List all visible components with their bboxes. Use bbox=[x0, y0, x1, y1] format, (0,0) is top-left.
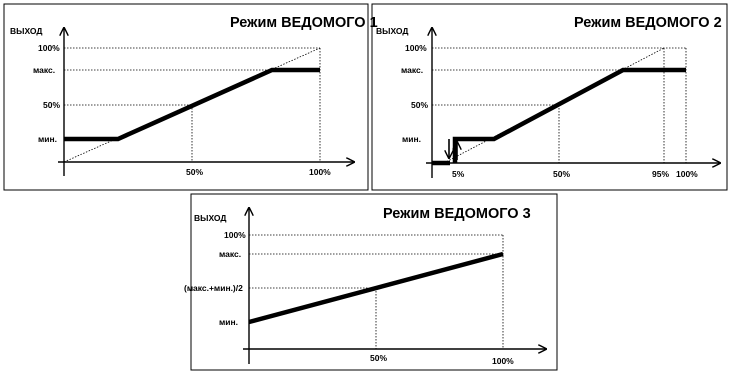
y-tick-min: мин. bbox=[38, 134, 57, 144]
output-curve bbox=[248, 251, 504, 325]
guide-lines bbox=[63, 47, 321, 163]
y-tick-min: мин. bbox=[219, 317, 238, 327]
y-tick-100: 100% bbox=[224, 230, 246, 240]
guide-lines bbox=[249, 234, 504, 349]
panel-title: Режим ВЕДОМОГО 1 bbox=[230, 15, 378, 31]
x-tick-50: 50% bbox=[370, 353, 387, 363]
panel-title: Режим ВЕДОМОГО 2 bbox=[574, 15, 722, 31]
panel-slave-mode-1: Режим ВЕДОМОГО 1 ВЫХОД 100% макс. 50% ми… bbox=[3, 3, 378, 191]
panel-title: Режим ВЕДОМОГО 3 bbox=[383, 206, 531, 222]
y-axis-label: ВЫХОД bbox=[194, 213, 226, 223]
y-tick-max: макс. bbox=[33, 65, 55, 75]
y-tick-mid: (макс.+мин.)/2 bbox=[184, 283, 243, 293]
y-tick-50: 50% bbox=[411, 100, 428, 110]
panel-frame bbox=[3, 3, 369, 191]
panel-frame bbox=[371, 3, 728, 191]
panel-slave-mode-2: Режим ВЕДОМОГО 2 ВЫХОД 100% макс. 50% ми… bbox=[371, 3, 728, 191]
panel-frame bbox=[190, 193, 558, 371]
y-tick-50: 50% bbox=[43, 100, 60, 110]
output-curve bbox=[452, 67, 686, 163]
panel-slave-mode-3: Режим ВЕДОМОГО 3 ВЫХОД 100% макс. (макс.… bbox=[184, 193, 558, 371]
x-tick-95: 95% bbox=[652, 169, 669, 179]
x-tick-100: 100% bbox=[492, 356, 514, 366]
output-curve bbox=[64, 67, 320, 142]
y-tick-100: 100% bbox=[38, 43, 60, 53]
x-tick-100: 100% bbox=[309, 167, 331, 177]
y-tick-100: 100% bbox=[405, 43, 427, 53]
x-tick-50: 50% bbox=[553, 169, 570, 179]
y-tick-max: макс. bbox=[219, 249, 241, 259]
y-tick-min: мин. bbox=[402, 134, 421, 144]
y-tick-max: макс. bbox=[401, 65, 423, 75]
y-axis-label: ВЫХОД bbox=[10, 26, 42, 36]
y-axis-label: ВЫХОД bbox=[376, 26, 408, 36]
x-tick-5: 5% bbox=[452, 169, 465, 179]
x-tick-100: 100% bbox=[676, 169, 698, 179]
x-tick-50: 50% bbox=[186, 167, 203, 177]
